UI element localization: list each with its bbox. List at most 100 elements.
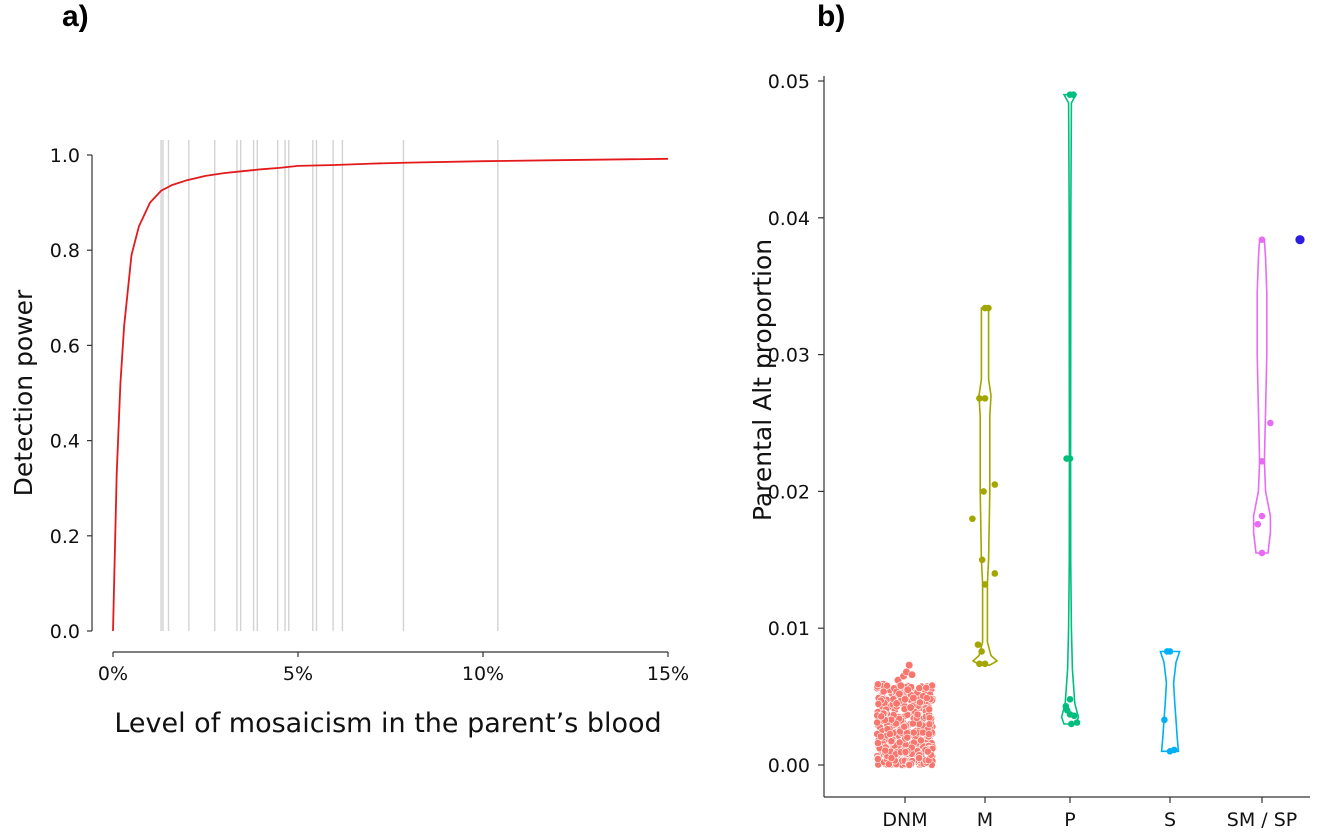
dnm-point <box>874 700 883 708</box>
data-point-p <box>1070 91 1077 98</box>
dnm-point <box>905 761 914 769</box>
dnm-point <box>923 747 932 756</box>
y-tick-label: 0.0 <box>50 621 80 643</box>
data-point-smsp <box>1267 419 1274 427</box>
data-point-smsp <box>1258 512 1266 520</box>
data-point-p <box>1070 712 1078 720</box>
dnm-point <box>883 681 891 690</box>
data-point-dnm <box>900 695 910 704</box>
data-point-dnm <box>907 670 917 679</box>
x-tick-label: 5% <box>283 663 313 685</box>
data-point-m <box>981 304 989 312</box>
x-tick-label: P <box>1064 809 1075 831</box>
data-point-m <box>978 648 985 655</box>
data-point-dnm <box>903 685 912 694</box>
panel-label-a: a) <box>62 0 89 33</box>
data-point-s <box>1166 648 1174 655</box>
x-tick-label: S <box>1164 809 1176 831</box>
highlight-point <box>1295 235 1305 245</box>
panel-label-b: b) <box>817 0 846 33</box>
x-tick-label: SM / SP <box>1227 809 1297 831</box>
y-tick-label: 0.00 <box>768 755 810 777</box>
data-point-s <box>1170 746 1178 754</box>
y-tick-label: 0.2 <box>50 526 80 548</box>
y-tick-label: 0.8 <box>50 240 80 262</box>
dnm-point <box>925 720 934 729</box>
x-tick-label: 15% <box>647 663 689 685</box>
data-point-m <box>976 660 983 668</box>
y-tick-label: 0.04 <box>768 208 810 230</box>
data-point-smsp <box>1258 236 1266 243</box>
data-point-dnm <box>905 661 914 670</box>
dnm-point <box>874 680 882 689</box>
dnm-point <box>874 755 882 763</box>
data-point-dnm <box>895 689 904 698</box>
x-tick-label: 0% <box>98 663 128 685</box>
x-tick-label: 10% <box>462 663 504 685</box>
y-axis-label: Parental Alt proportion <box>748 239 777 521</box>
data-point-m <box>981 395 989 402</box>
data-point-m <box>969 515 976 523</box>
data-point-p <box>1066 455 1074 462</box>
dnm-point <box>925 705 934 714</box>
data-point-p <box>1066 696 1074 703</box>
y-tick-label: 0.01 <box>768 618 810 640</box>
dnm-point <box>925 713 934 722</box>
data-point-m <box>991 481 999 488</box>
data-point-m <box>976 395 983 402</box>
data-point-m <box>981 660 989 668</box>
dnm-point <box>877 712 886 721</box>
dnm-point <box>909 728 918 737</box>
data-point-smsp <box>1258 458 1266 465</box>
data-point-dnm <box>896 681 905 690</box>
dnm-point <box>873 718 882 727</box>
dnm-point <box>915 754 923 762</box>
dnm-point <box>887 754 896 762</box>
dnm-point <box>917 736 925 745</box>
y-tick-label: 0.6 <box>50 335 80 357</box>
y-tick-label: 0.05 <box>768 71 810 93</box>
data-point-m <box>974 641 982 648</box>
detection-power-curve <box>112 157 669 632</box>
data-point-s <box>1161 716 1168 724</box>
y-tick-label: 0.4 <box>50 431 80 453</box>
violin-s <box>1159 650 1181 753</box>
dnm-point <box>876 732 885 741</box>
data-point-m <box>981 581 989 588</box>
data-point-p <box>1068 720 1075 728</box>
y-axis-label: Detection power <box>9 289 38 496</box>
y-tick-label: 0.02 <box>768 481 810 503</box>
dnm-point <box>881 746 890 755</box>
dnm-point <box>922 683 931 692</box>
dnm-point <box>886 730 894 738</box>
chart-b-parental-alt-proportion: 0.00 0.01 0.02 0.03 0.04 0.05 DNM M P S SM / SP Par… <box>748 71 1310 831</box>
dnm-point <box>925 730 933 738</box>
dnm-point <box>895 738 904 747</box>
y-tick-label: 0.03 <box>768 345 810 367</box>
dnm-point <box>874 739 882 747</box>
dnm-point <box>915 684 924 693</box>
dnm-point <box>901 748 910 756</box>
y-tick-label: 1.0 <box>50 145 80 167</box>
x-tick-label: DNM <box>882 809 927 831</box>
data-point-m <box>980 488 987 495</box>
dnm-point <box>909 719 917 728</box>
data-point-m <box>991 570 999 577</box>
data-point-dnm <box>906 703 915 712</box>
dnm-point <box>922 694 931 702</box>
violin-smsp <box>1252 238 1272 554</box>
data-point-p <box>1073 719 1081 726</box>
data-point-smsp <box>1258 549 1266 557</box>
x-axis-label: Level of mosaicism in the parent’s blood <box>114 708 661 739</box>
data-point-dnm <box>892 699 901 708</box>
dnm-point <box>879 687 888 696</box>
dnm-point <box>900 722 909 731</box>
data-point-smsp <box>1254 520 1262 528</box>
data-point-dnm <box>909 693 918 703</box>
dnm-point <box>913 710 922 719</box>
dnm-point <box>903 733 912 742</box>
x-tick-label: M <box>977 809 993 831</box>
dnm-point <box>916 698 924 707</box>
chart-a-detection-power: 0.0 0.2 0.4 0.6 0.8 1.0 0% 5% 10% 15% Level of mos… <box>9 140 689 739</box>
